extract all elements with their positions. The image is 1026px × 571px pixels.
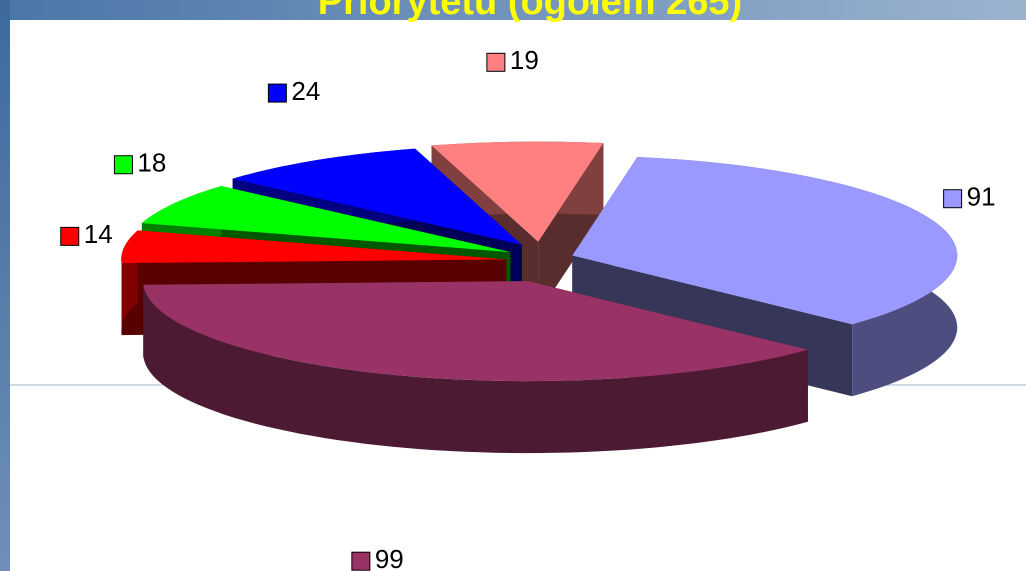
- data-label: 14: [84, 219, 113, 249]
- slice-top: [431, 141, 604, 242]
- data-label: 91: [967, 182, 996, 212]
- slice-top: [121, 230, 507, 264]
- chart-title: Priorytetu (ogółem 265): [318, 0, 742, 23]
- top-band: [0, 0, 1026, 20]
- label-key: [60, 226, 80, 246]
- slice-top: [572, 157, 958, 325]
- data-label: 99: [375, 544, 404, 571]
- slice: [572, 157, 958, 397]
- data-label: 19: [510, 45, 539, 75]
- label-key: [113, 155, 133, 175]
- slice-side: [143, 284, 808, 454]
- slice: [143, 281, 808, 454]
- slice-top: [143, 281, 808, 382]
- slice-top: [141, 186, 511, 253]
- label-key: [267, 83, 287, 103]
- data-label: 24: [291, 76, 320, 106]
- label-key: [943, 189, 963, 209]
- slice-top: [232, 148, 522, 245]
- label-key: [486, 52, 506, 72]
- left-band: [0, 0, 10, 571]
- label-key: [351, 551, 371, 571]
- data-label: 18: [137, 148, 166, 178]
- pie: [121, 141, 958, 454]
